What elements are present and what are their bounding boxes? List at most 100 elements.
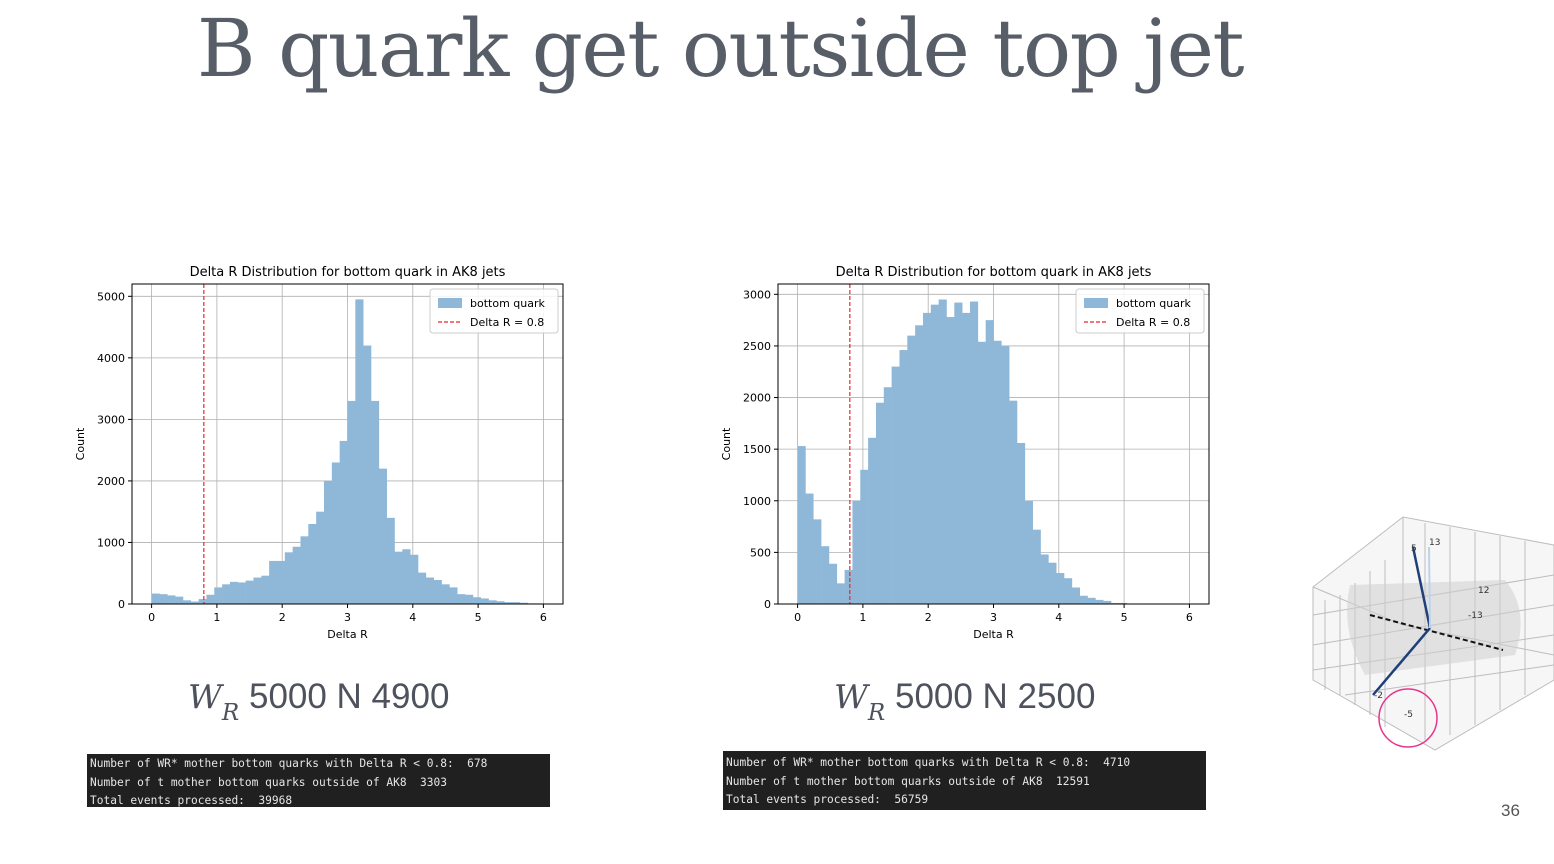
histogram-bar [813,519,822,604]
legend-label: bottom quark [1116,297,1191,310]
histogram-bar [378,468,387,604]
histogram-bar [347,400,356,604]
terminal-output-n2500: Number of WR* mother bottom quarks with … [723,751,1206,810]
histogram-bar [284,552,293,604]
histogram-bar [363,345,372,604]
x-tick-label: 0 [794,611,801,624]
histogram-bar [159,594,168,604]
y-tick-label: 2000 [743,392,771,405]
histogram-bar [229,581,239,604]
histogram-bar [308,524,317,604]
3d-event-display: 5 13 12 -13 -2 -5 [1312,516,1554,751]
histogram-bar [907,335,916,604]
histogram-bar [253,577,262,604]
jet-vector-3 [1428,546,1431,629]
histogram-bar [292,546,301,604]
histogram-bar [930,304,939,604]
mass-caption-n2500: WR 5000 N 2500 [834,677,1096,726]
tick-label: -2 [1374,691,1383,701]
histogram-bar [371,400,380,604]
terminal-line: Total events processed: 56759 [726,793,929,807]
histogram-bar [954,302,963,604]
histogram-bar [883,387,892,604]
y-axis-label: Count [720,427,733,460]
histogram-bar [465,594,474,604]
y-tick-label: 1500 [743,443,771,456]
terminal-output-n4900: Number of WR* mother bottom quarks with … [87,754,550,807]
histogram-bar [472,597,482,604]
histogram-bar [1118,602,1128,604]
y-tick-label: 500 [750,546,771,559]
histogram-bar [418,572,427,604]
x-tick-label: 5 [1121,611,1128,624]
histogram-bar [237,582,246,604]
legend-label: bottom quark [470,297,545,310]
histogram-bar [797,446,806,604]
histogram-bar [938,299,947,604]
histogram-bar [519,602,529,604]
histogram-bar [1079,595,1088,604]
histogram-bar [1009,400,1018,604]
histogram-bar [167,595,176,604]
histogram-bar [214,587,223,604]
x-tick-label: 3 [990,611,997,624]
terminal-line: Number of WR* mother bottom quarks with … [90,757,488,770]
tick-label: -13 [1468,611,1483,621]
y-tick-label: 1000 [97,536,125,549]
x-tick-label: 1 [859,611,866,624]
histogram-bar [394,551,403,604]
histogram-bar [946,317,955,604]
histogram-bar [1001,345,1010,604]
histogram-bar [1071,587,1080,604]
histogram-bar [355,299,364,604]
histogram-bar [1095,599,1104,604]
y-axis-label: Count [74,427,87,460]
x-tick-label: 1 [213,611,220,624]
histogram-bar [488,600,497,604]
histogram-bar [410,554,419,604]
histogram-bar [993,340,1002,604]
histogram-bar [151,593,160,604]
histogram-bar [441,584,450,604]
y-tick-label: 4000 [97,352,125,365]
jet-vector-2 [1372,627,1431,696]
histogram-bar [512,602,521,604]
chart-title: Delta R Distribution for bottom quark in… [836,265,1152,280]
histogram-bar [190,601,199,604]
delta-r-histogram-wr5000-n4900: 0 1 2 3 4 5 6 0 1000 2000 3000 4000 5000 Delta R Dist… [74,265,564,641]
histogram-bar [433,580,442,604]
histogram-bar [402,549,411,604]
chart-title: Delta R Distribution for bottom quark in… [190,265,506,280]
histogram-bar [828,563,838,604]
histogram-bar [206,594,215,604]
histogram-bar [1032,529,1041,604]
legend-swatch-bar [438,298,462,308]
histogram-bar [261,575,270,604]
histogram-bar [425,577,434,604]
histogram-bar [1103,600,1112,604]
histogram-bar [316,511,325,604]
x-tick-label: 5 [475,611,482,624]
slide-title: B quark get outside top jet [196,2,1245,95]
histogram-bar [962,312,971,604]
delta-r-histogram-wr5000-n2500: 0 1 2 3 4 5 6 0 500 1000 1500 2000 2500 3000 Delta R D… [720,265,1210,641]
histogram-bar [269,560,278,604]
histogram-bar [182,600,192,604]
jet-vector-1 [1411,546,1432,629]
histogram-bar [915,325,924,604]
histogram-bar [852,500,861,604]
histogram-bar [386,517,395,604]
beam-axis-dashed [1369,614,1504,651]
histogram-bar [1048,562,1057,604]
histogram-bar [222,584,231,604]
x-tick-label: 4 [409,611,416,624]
histogram-bar [1056,573,1065,604]
legend-label: Delta R = 0.8 [470,316,544,329]
histogram-bar [1024,500,1033,604]
histogram-bar [300,536,309,604]
histogram-bar [922,312,932,604]
x-tick-label: 4 [1055,611,1062,624]
histogram-bar [899,350,908,604]
histogram-bar [860,469,869,604]
y-tick-label: 3000 [97,413,125,426]
